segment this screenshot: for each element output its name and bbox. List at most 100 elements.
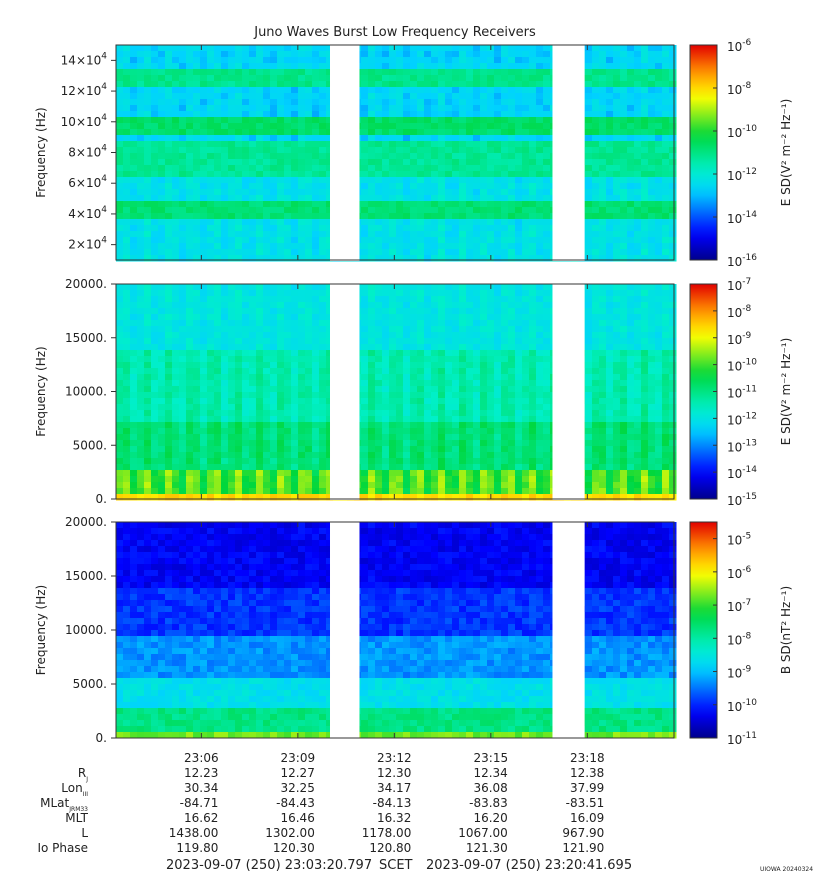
colorbar-label: E SD(V² m⁻² Hz⁻¹) bbox=[779, 99, 793, 207]
colorbar-tick-label: 10-13 bbox=[727, 438, 757, 454]
y-axis-label: Frequency (Hz) bbox=[34, 585, 48, 676]
ephemeris-label: L bbox=[81, 826, 88, 840]
colorbar-tick-label: 10-10 bbox=[727, 698, 757, 714]
colorbar-tick-label: 10-5 bbox=[727, 532, 751, 548]
y-tick-label: 10000. bbox=[65, 385, 107, 399]
ephemeris-value: 1438.00 bbox=[169, 826, 219, 840]
ephemeris-value: 120.80 bbox=[369, 841, 411, 855]
ephemeris-value: 12.38 bbox=[570, 766, 604, 780]
ephemeris-value: -84.43 bbox=[276, 796, 315, 810]
x-tick-label: 23:18 bbox=[570, 751, 605, 765]
colorbar-tick-label: 10-8 bbox=[727, 631, 752, 647]
colorbar-label: B SD(nT² Hz⁻¹) bbox=[779, 586, 793, 674]
colorbar-tick-label: 10-14 bbox=[727, 210, 757, 226]
ephemeris-value: 12.27 bbox=[280, 766, 314, 780]
ephemeris-value: -84.13 bbox=[373, 796, 412, 810]
y-axis-label: Frequency (Hz) bbox=[34, 107, 48, 198]
ephemeris-value: 16.32 bbox=[377, 811, 411, 825]
data-gap-1 bbox=[330, 283, 360, 500]
x-tick-label: 23:09 bbox=[281, 751, 316, 765]
x-tick-label: 23:06 bbox=[184, 751, 219, 765]
ephemeris-value: 16.46 bbox=[280, 811, 314, 825]
y-axis-label: Frequency (Hz) bbox=[34, 346, 48, 437]
data-gap-1 bbox=[330, 44, 360, 261]
ephemeris-label: LonIII bbox=[61, 781, 88, 798]
colorbar-tick-label: 10-8 bbox=[727, 81, 752, 97]
y-tick-label: 20000. bbox=[65, 515, 107, 529]
spectrogram-panel-3: 0. 5000. 10000. 15000. 20000. Frequency (Hz) 1… bbox=[34, 515, 793, 747]
y-tick-label: 12×104 bbox=[61, 82, 108, 98]
colorbar bbox=[689, 44, 718, 261]
spectrogram-panel-2: 0. 5000. 10000. 15000. 20000. Frequency (Hz) 1… bbox=[34, 277, 793, 508]
ephemeris-value: 121.30 bbox=[466, 841, 508, 855]
colorbar-tick-label: 10-6 bbox=[727, 565, 752, 581]
ephemeris-value: 32.25 bbox=[280, 781, 314, 795]
y-tick-label: 10×104 bbox=[61, 113, 108, 129]
y-tick-label: 2×104 bbox=[68, 236, 107, 252]
x-tick-label: 23:12 bbox=[377, 751, 412, 765]
colorbar-tick-label: 10-10 bbox=[727, 124, 757, 140]
colorbar bbox=[689, 283, 718, 500]
y-tick-label: 8×104 bbox=[68, 144, 107, 160]
y-tick-label: 10000. bbox=[65, 623, 107, 637]
ephemeris-value: 967.90 bbox=[562, 826, 604, 840]
y-tick-label: 5000. bbox=[73, 438, 107, 452]
chart-title: Juno Waves Burst Low Frequency Receivers bbox=[253, 25, 536, 40]
ephemeris-value: -83.51 bbox=[566, 796, 605, 810]
colorbar-tick-label: 10-14 bbox=[727, 465, 757, 481]
colorbar-tick-label: 10-16 bbox=[727, 253, 757, 269]
ephemeris-label: MLT bbox=[65, 811, 88, 825]
colorbar-tick-label: 10-12 bbox=[727, 411, 757, 427]
colorbar-tick-label: 10-7 bbox=[727, 598, 751, 614]
y-tick-label: 14×104 bbox=[61, 51, 108, 67]
y-tick-label: 0. bbox=[96, 492, 107, 506]
ephemeris-value: -84.71 bbox=[180, 796, 219, 810]
ephemeris-value: 1067.00 bbox=[458, 826, 508, 840]
spectrogram-panel-1: 2×104 4×104 6×104 8×104 10×104 12×104 14×104 Fr… bbox=[34, 38, 793, 269]
colorbar-tick-label: 10-10 bbox=[727, 358, 757, 374]
ephemeris-label: Io Phase bbox=[37, 841, 88, 855]
ephemeris-value: 12.23 bbox=[184, 766, 218, 780]
ephemeris-value: 37.99 bbox=[570, 781, 604, 795]
footer-scet-label: SCET bbox=[379, 858, 413, 873]
y-tick-label: 15000. bbox=[65, 569, 107, 583]
footer-end-time: 2023-09-07 (250) 23:20:41.695 bbox=[426, 858, 632, 873]
footer-credit: UIOWA 20240324 bbox=[760, 866, 813, 873]
ephemeris-label: RJ bbox=[78, 766, 88, 783]
colorbar-tick-label: 10-9 bbox=[727, 665, 752, 681]
ephemeris-value: 36.08 bbox=[473, 781, 507, 795]
y-tick-label: 6×104 bbox=[68, 174, 107, 190]
colorbar-tick-label: 10-11 bbox=[727, 385, 757, 401]
x-tick-label: 23:15 bbox=[474, 751, 509, 765]
ephemeris-value: 12.34 bbox=[473, 766, 507, 780]
footer-start-time: 2023-09-07 (250) 23:03:20.797 bbox=[166, 858, 372, 873]
data-gap-2 bbox=[552, 521, 585, 739]
y-tick-label: 4×104 bbox=[68, 205, 107, 221]
ephemeris-value: -83.83 bbox=[469, 796, 508, 810]
colorbar-tick-label: 10-12 bbox=[727, 167, 757, 183]
spectrogram-cells bbox=[116, 284, 677, 501]
colorbar-tick-label: 10-11 bbox=[727, 731, 757, 747]
ephemeris-value: 121.90 bbox=[562, 841, 604, 855]
colorbar-tick-label: 10-9 bbox=[727, 331, 752, 347]
ephemeris-value: 1302.00 bbox=[265, 826, 315, 840]
ephemeris-value: 30.34 bbox=[184, 781, 218, 795]
ephemeris-value: 12.30 bbox=[377, 766, 411, 780]
ephemeris-value: 34.17 bbox=[377, 781, 411, 795]
ephemeris-value: 1178.00 bbox=[362, 826, 412, 840]
colorbar-tick-label: 10-7 bbox=[727, 277, 751, 293]
spectrogram-cells bbox=[116, 45, 677, 262]
colorbar-tick-label: 10-8 bbox=[727, 304, 752, 320]
colorbar-tick-label: 10-15 bbox=[727, 492, 757, 508]
data-gap-2 bbox=[552, 283, 585, 500]
data-gap-1 bbox=[330, 521, 360, 739]
y-tick-label: 0. bbox=[96, 731, 107, 745]
y-tick-label: 15000. bbox=[65, 331, 107, 345]
y-tick-label: 5000. bbox=[73, 677, 107, 691]
ephemeris-value: 16.20 bbox=[473, 811, 507, 825]
colorbar-tick-label: 10-6 bbox=[727, 38, 752, 54]
ephemeris-value: 119.80 bbox=[176, 841, 218, 855]
colorbar-label: E SD(V² m⁻² Hz⁻¹) bbox=[779, 338, 793, 446]
spectrogram-cells bbox=[116, 522, 677, 739]
